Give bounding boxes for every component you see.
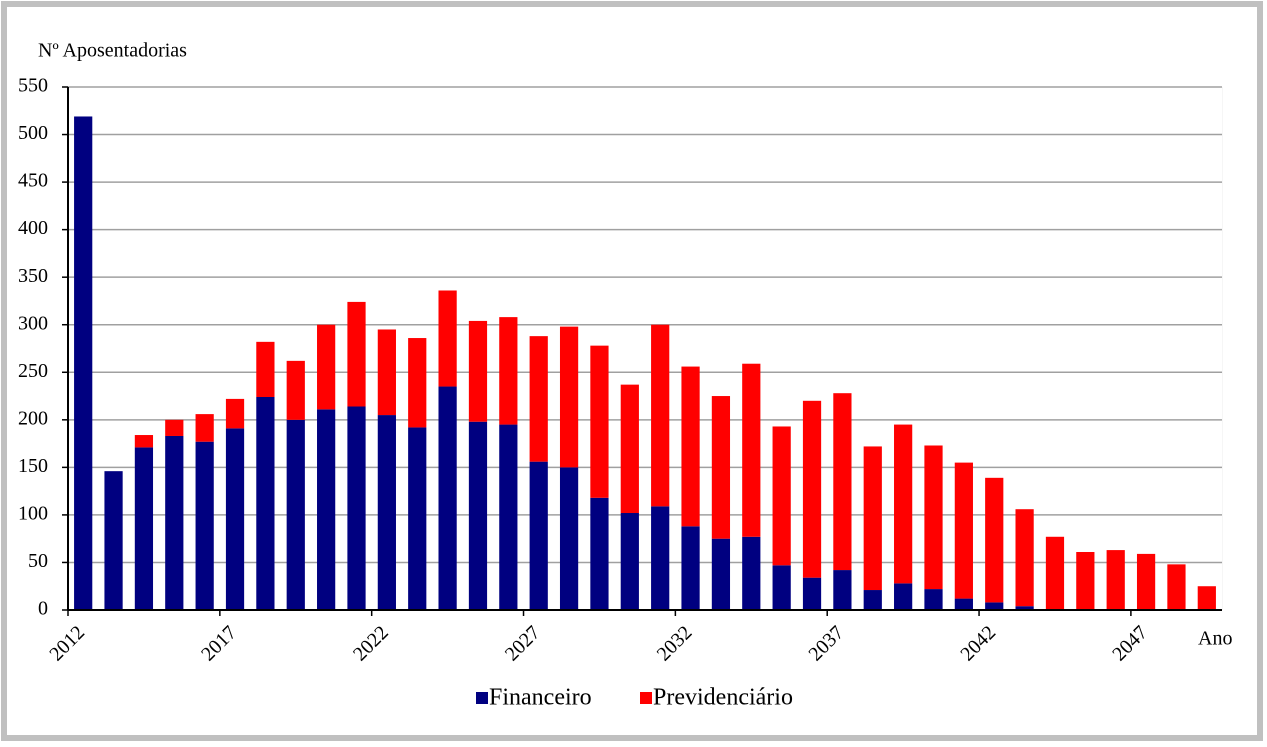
bar-segment <box>985 478 1003 603</box>
bar-segment <box>590 346 608 498</box>
bar-segment <box>894 425 912 584</box>
bar-segment <box>408 338 426 427</box>
bar-segment <box>924 445 942 589</box>
bar-segment <box>438 290 456 386</box>
bar-segment <box>499 425 517 610</box>
legend-label: Financeiro <box>489 685 592 711</box>
bar-segment <box>196 414 214 442</box>
bar-segment <box>287 361 305 420</box>
bar-segment <box>165 436 183 610</box>
bar-segment <box>347 407 365 610</box>
bar-segment <box>560 327 578 468</box>
legend-swatch <box>640 692 652 704</box>
y-tick-label: 350 <box>18 265 48 287</box>
bar-segment <box>165 420 183 436</box>
bar-segment <box>742 364 760 537</box>
x-axis-label: Ano <box>1198 628 1232 650</box>
y-tick-label: 250 <box>18 360 48 382</box>
bar-segment <box>317 325 335 410</box>
bar-segment <box>803 578 821 610</box>
bar-segment <box>378 329 396 415</box>
y-tick-label: 550 <box>18 75 48 97</box>
y-tick-label: 150 <box>18 455 48 477</box>
bar-segment <box>347 302 365 407</box>
bar-segment <box>530 336 548 462</box>
bar-segment <box>924 589 942 610</box>
bar-segment <box>864 590 882 610</box>
y-tick-label: 300 <box>18 312 48 334</box>
legend-swatch <box>476 692 488 704</box>
bar-segment <box>408 427 426 610</box>
y-tick-label: 200 <box>18 407 48 429</box>
bar-segment <box>469 422 487 610</box>
bar-segment <box>773 426 791 565</box>
bar-segment <box>256 342 274 397</box>
bar-segment <box>621 513 639 610</box>
bar-segment <box>1046 537 1064 610</box>
bar-segment <box>773 565 791 610</box>
y-tick-label: 100 <box>18 503 48 525</box>
bar-segment <box>499 317 517 424</box>
bar-segment <box>74 116 92 610</box>
bar-segment <box>985 602 1003 610</box>
bar-segment <box>712 396 730 539</box>
bar-segment <box>530 462 548 610</box>
bar-segment <box>864 446 882 590</box>
bar-segment <box>1076 552 1094 610</box>
bar-segment <box>287 420 305 610</box>
bar-segment <box>651 325 669 507</box>
bar-segment <box>226 399 244 428</box>
bar-segment <box>621 385 639 513</box>
bar-segment <box>104 471 122 610</box>
bar-segment <box>1107 550 1125 610</box>
bar-segment <box>135 447 153 610</box>
bar-segment <box>135 435 153 447</box>
y-tick-label: 450 <box>18 170 48 192</box>
bar-segment <box>378 415 396 610</box>
bar-segment <box>955 599 973 610</box>
bar-segment <box>894 583 912 610</box>
bar-segment <box>469 321 487 422</box>
y-tick-label: 400 <box>18 217 48 239</box>
bar-segment <box>226 428 244 610</box>
bar-segment <box>560 467 578 610</box>
y-tick-label: 50 <box>28 550 48 572</box>
bar-segment <box>317 409 335 610</box>
bar-segment <box>803 401 821 578</box>
bar-segment <box>256 397 274 610</box>
bar-segment <box>681 367 699 527</box>
bar-segment <box>681 526 699 610</box>
legend-label: Previdenciário <box>653 685 793 711</box>
bar-segment <box>438 387 456 610</box>
bar-segment <box>196 442 214 610</box>
bar-segment <box>1167 564 1185 610</box>
bar-segment <box>1015 509 1033 606</box>
bar-segment <box>651 506 669 610</box>
bar-segment <box>833 570 851 610</box>
y-tick-label: 0 <box>38 598 48 620</box>
bar-segment <box>955 463 973 599</box>
y-axis-label: Nº Aposentadorias <box>38 40 187 62</box>
bar-segment <box>742 537 760 610</box>
bar-segment <box>1198 586 1216 610</box>
bar-segment <box>590 498 608 610</box>
bar-segment <box>833 393 851 570</box>
bar-segment <box>1137 554 1155 610</box>
y-tick-label: 500 <box>18 122 48 144</box>
bar-segment <box>712 539 730 610</box>
